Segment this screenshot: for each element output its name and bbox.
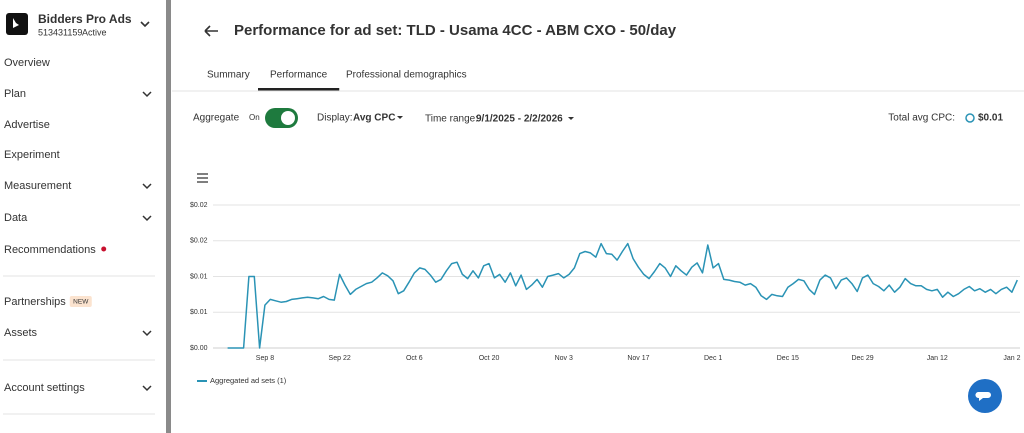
chart: $0.00 $0.01 $0.01 $0.02 $0.02 Sep 8 Sep 22 Oct … [190, 202, 1021, 385]
chevron[interactable] [142, 385, 152, 392]
nav-item[interactable]: Advertise [4, 119, 50, 131]
dropdown-caret[interactable] [397, 116, 403, 119]
x-tick-label: Sep 22 [329, 355, 351, 362]
x-tick-label: Sep 8 [256, 355, 274, 362]
time-range-value[interactable]: 9/1/2025 - 2/2/2026 [476, 114, 563, 125]
tab[interactable]: Professional demographics [346, 70, 467, 81]
nav-item[interactable]: Account settings [4, 382, 85, 394]
time-range-label: Time range: [425, 114, 478, 125]
chart-menu[interactable] [197, 173, 208, 183]
nav-item[interactable]: Measurement [4, 180, 71, 192]
dropdown-caret[interactable] [568, 117, 574, 120]
y-tick-label: $0.02 [190, 238, 208, 245]
toggle[interactable] [265, 108, 298, 128]
tab[interactable]: Performance [270, 70, 328, 81]
chevron[interactable] [142, 215, 152, 222]
nav-item[interactable]: Overview [4, 57, 50, 69]
y-tick-label: $0.01 [190, 273, 208, 280]
y-tick-label: $0.01 [190, 309, 208, 316]
nav-item[interactable]: Assets [4, 327, 38, 339]
account-id: 513431159 [38, 27, 82, 37]
nav-item[interactable]: Data [4, 212, 28, 224]
x-tick-label: Oct 20 [479, 355, 500, 362]
aggregate-label: Aggregate [193, 113, 240, 124]
line-series [227, 242, 1018, 349]
nav-item[interactable]: Experiment [4, 149, 60, 161]
x-tick-label: Nov 17 [627, 355, 649, 362]
chat-icon [975, 392, 991, 401]
scrollbar[interactable] [166, 0, 171, 433]
account-status: Active [82, 27, 107, 37]
x-tick-label: Jan 12 [927, 355, 948, 362]
badge-bg [69, 296, 92, 307]
x-tick-label: Dec 29 [851, 355, 873, 362]
back-arrow[interactable] [204, 25, 218, 37]
chevron[interactable] [142, 330, 152, 337]
alert-dot [101, 246, 107, 252]
nav: Overview Plan Advertise Experiment Measureme… [3, 57, 155, 415]
x-tick-label: Nov 3 [555, 355, 573, 362]
badge: NEW [73, 299, 89, 306]
display-label: Display: [317, 113, 353, 124]
y-tick-label: $0.02 [190, 202, 208, 209]
toggle-label: On [249, 113, 260, 122]
display-value[interactable]: Avg CPC [353, 113, 395, 124]
account-name[interactable]: Bidders Pro Ads [38, 12, 132, 26]
nav-item[interactable]: Partnerships [4, 296, 66, 308]
nav-item[interactable]: Plan [4, 88, 26, 100]
chevron[interactable] [142, 91, 152, 98]
legend-label[interactable]: Aggregated ad sets (1) [210, 376, 287, 385]
tabs: Summary Performance Professional demograph… [207, 70, 467, 91]
nav-item[interactable]: Recommendations [4, 244, 96, 256]
x-tick-label: Jan 2 [1003, 355, 1020, 362]
tab-underline [258, 88, 340, 91]
total-label: Total avg CPC: [888, 113, 955, 124]
page-title: Performance for ad set: TLD - Usama 4CC … [234, 22, 677, 39]
y-tick-label: $0.00 [190, 345, 208, 352]
tab[interactable]: Summary [207, 70, 250, 81]
total-value: $0.01 [978, 113, 1003, 124]
logo-glyph [13, 18, 19, 28]
chevron[interactable] [140, 21, 150, 28]
x-tick-label: Oct 6 [406, 355, 423, 362]
x-tick-label: Dec 1 [704, 355, 722, 362]
total-marker [965, 113, 975, 123]
chevron[interactable] [142, 183, 152, 190]
toggle-knob[interactable] [281, 111, 295, 125]
x-tick-label: Dec 15 [777, 355, 799, 362]
